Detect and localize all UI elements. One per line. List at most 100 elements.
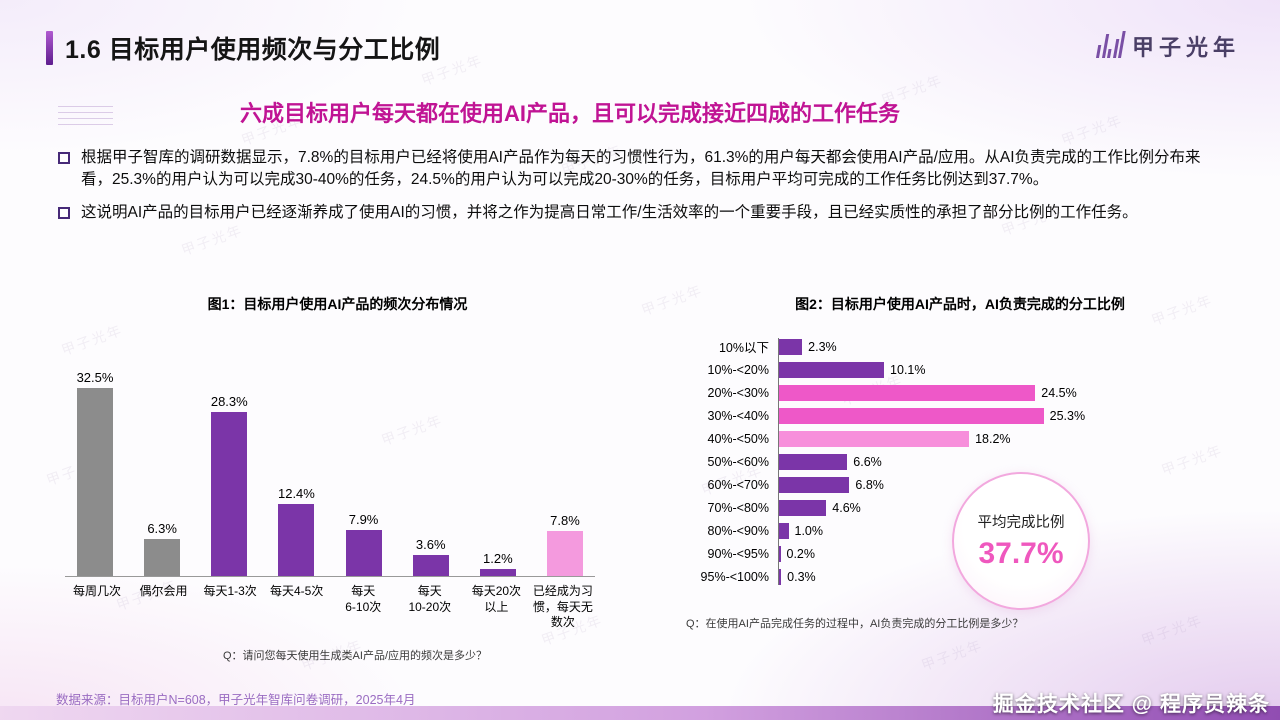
- hbar-row: 10%-<20% 10.1%: [678, 361, 1242, 378]
- average-label: 平均完成比例: [977, 515, 1065, 531]
- bar: [546, 530, 583, 576]
- hbar-category-label: 20%-<30%: [707, 385, 770, 400]
- bar: [778, 568, 782, 585]
- bar: [778, 407, 1044, 424]
- chart1-categories: 每周几次 偶尔会用 每天1-3次 每天4-5次 每天 6-10次 每天 10-20次 每天2…: [65, 584, 595, 631]
- bottom-gradient-band: [0, 706, 1280, 720]
- bar-category-label: 每天4-5次: [270, 584, 324, 598]
- bar-category-label: 每天1-3次: [203, 584, 257, 598]
- data-source-footer: 数据来源：目标用户N=608，甲子光年智库问卷调研，2025年4月: [56, 693, 416, 707]
- average-value: 37.7%: [978, 537, 1064, 570]
- hbar-row: 90%-<95% 0.2%: [678, 545, 1242, 562]
- hbar-value-label: 2.3%: [808, 339, 837, 354]
- hbar-value-label: 24.5%: [1041, 385, 1077, 400]
- hbar-value-label: 18.2%: [975, 431, 1011, 446]
- hbar-row: 20%-<30% 24.5%: [678, 384, 1242, 401]
- bar: [778, 499, 827, 516]
- chart2-question: Q：在使用AI产品完成任务的过程中，AI负责完成的分工比例是多少？: [686, 618, 1024, 630]
- bar-value-label: 1.2%: [483, 551, 513, 567]
- bar-value-label: 28.3%: [210, 393, 248, 409]
- hbar-value-label: 0.3%: [787, 569, 816, 584]
- bar: [278, 504, 315, 576]
- bar: [479, 569, 516, 576]
- bar: [778, 384, 1036, 401]
- bottom-right-watermark: 掘金技术社区 @ 程序员辣条: [992, 693, 1270, 716]
- bar-group: 12.4%: [266, 486, 326, 576]
- bar-category-label: 每周几次: [72, 584, 121, 598]
- hbar-row: 80%-<90% 1.0%: [678, 522, 1242, 539]
- bar-value-label: 32.5%: [76, 369, 114, 385]
- hbar-row: 70%-<80% 4.6%: [678, 499, 1242, 516]
- hbar-category-label: 80%-<90%: [707, 523, 770, 538]
- bar-category-label: 每天20次 以上: [471, 584, 522, 614]
- bar-value-label: 3.6%: [415, 537, 446, 553]
- bar-group: 1.2%: [468, 551, 528, 576]
- hbar-category-label: 10%-<20%: [707, 362, 770, 377]
- bar-category-label: 每天 10-20次: [408, 584, 452, 614]
- bar: [778, 522, 789, 539]
- bar-category-label: 已经成为习 惯，每天无 数次: [532, 584, 593, 630]
- bar-group: 7.9%: [334, 512, 394, 576]
- bar: [778, 430, 970, 447]
- logo-bars-icon: [1095, 31, 1126, 62]
- hbar-row: 30%-<40% 25.3%: [678, 407, 1242, 424]
- bar-category-label: 偶尔会用: [139, 584, 188, 598]
- chart-frequency: 图1：目标用户使用AI产品的频次分布情况 32.5% 6.3% 28.3% 12.4%…: [55, 294, 620, 663]
- bar-group: 32.5%: [65, 369, 125, 576]
- bar-value-label: 7.9%: [348, 512, 379, 528]
- hbar-category-label: 70%-<80%: [707, 500, 770, 515]
- bullet-text: 这说明AI产品的目标用户已经逐渐养成了使用AI的习惯，并将之作为提高日常工作/生…: [81, 204, 1138, 221]
- chart-division: 图2：目标用户使用AI产品时，AI负责完成的分工比例 10%以下 2.3% 10%-…: [678, 294, 1242, 663]
- bar-group: 3.6%: [401, 537, 461, 576]
- bullet-item: 这说明AI产品的目标用户已经逐渐养成了使用AI的习惯，并将之作为提高日常工作/生…: [58, 202, 1230, 224]
- average-completion-badge: 平均完成比例 37.7%: [952, 472, 1090, 610]
- hbar-value-label: 6.8%: [855, 477, 884, 492]
- page-title: 1.6 目标用户使用频次与分工比例: [65, 36, 441, 64]
- logo-text: 甲子光年: [1131, 35, 1240, 60]
- bar: [778, 476, 850, 493]
- bullet-square-icon: [58, 152, 70, 164]
- bullet-text: 根据甲子智库的调研数据显示，7.8%的目标用户已经将使用AI产品作为每天的习惯性…: [81, 149, 1201, 188]
- hbar-row: 60%-<70% 6.8%: [678, 476, 1242, 493]
- hbar-row: 10%以下 2.3%: [678, 338, 1242, 355]
- bar-group: 7.8%: [535, 513, 595, 576]
- charts-row: 图1：目标用户使用AI产品的频次分布情况 32.5% 6.3% 28.3% 12.4%…: [55, 294, 1242, 663]
- bar: [412, 555, 449, 576]
- bar: [778, 453, 848, 470]
- hbar-row: 40%-<50% 18.2%: [678, 430, 1242, 447]
- bar: [77, 387, 113, 576]
- headline: 六成目标用户每天都在使用AI产品，且可以完成接近四成的工作任务: [239, 101, 900, 126]
- bullet-item: 根据甲子智库的调研数据显示，7.8%的目标用户已经将使用AI产品作为每天的习惯性…: [58, 147, 1230, 191]
- bullet-list: 根据甲子智库的调研数据显示，7.8%的目标用户已经将使用AI产品作为每天的习惯性…: [58, 147, 1230, 235]
- bar-group: 6.3%: [132, 521, 192, 576]
- hbar-value-label: 10.1%: [890, 362, 926, 377]
- bar: [778, 545, 781, 562]
- hbar-category-label: 90%-<95%: [707, 546, 770, 561]
- hbar-category-label: 40%-<50%: [707, 431, 770, 446]
- bar: [345, 530, 382, 576]
- bar-value-label: 12.4%: [277, 486, 315, 502]
- company-logo: 甲子光年: [1095, 30, 1240, 62]
- hbar-value-label: 6.6%: [853, 454, 882, 469]
- chart1-question: Q：请问您每天使用生成类AI产品/应用的频次是多少？: [223, 649, 488, 662]
- hbar-value-label: 1.0%: [794, 523, 824, 538]
- chart2-rows: 10%以下 2.3% 10%-<20% 10.1% 20%-<30% 24.5% 30%-<…: [678, 338, 1242, 585]
- hbar-row: 95%-<100% 0.3%: [678, 568, 1242, 585]
- hbar-value-label: 4.6%: [832, 500, 861, 515]
- hbar-category-label: 60%-<70%: [707, 477, 770, 492]
- bar-category-label: 每天 6-10次: [345, 584, 382, 614]
- bar-group: 28.3%: [199, 394, 259, 576]
- decorative-lines: [58, 106, 113, 130]
- chart1-title: 图1：目标用户使用AI产品的频次分布情况: [207, 296, 468, 312]
- header: 1.6 目标用户使用频次与分工比例: [46, 30, 440, 66]
- hbar-category-label: 10%以下: [718, 341, 769, 355]
- bar: [144, 539, 181, 576]
- chart2-title: 图2：目标用户使用AI产品时，AI负责完成的分工比例: [795, 296, 1125, 312]
- title-accent-bar: [46, 31, 53, 65]
- bar-value-label: 7.8%: [550, 512, 580, 528]
- hbar-value-label: 0.2%: [786, 546, 816, 561]
- bullet-square-icon: [58, 207, 70, 219]
- hbar-row: 50%-<60% 6.6%: [678, 453, 1242, 470]
- bar: [211, 411, 248, 576]
